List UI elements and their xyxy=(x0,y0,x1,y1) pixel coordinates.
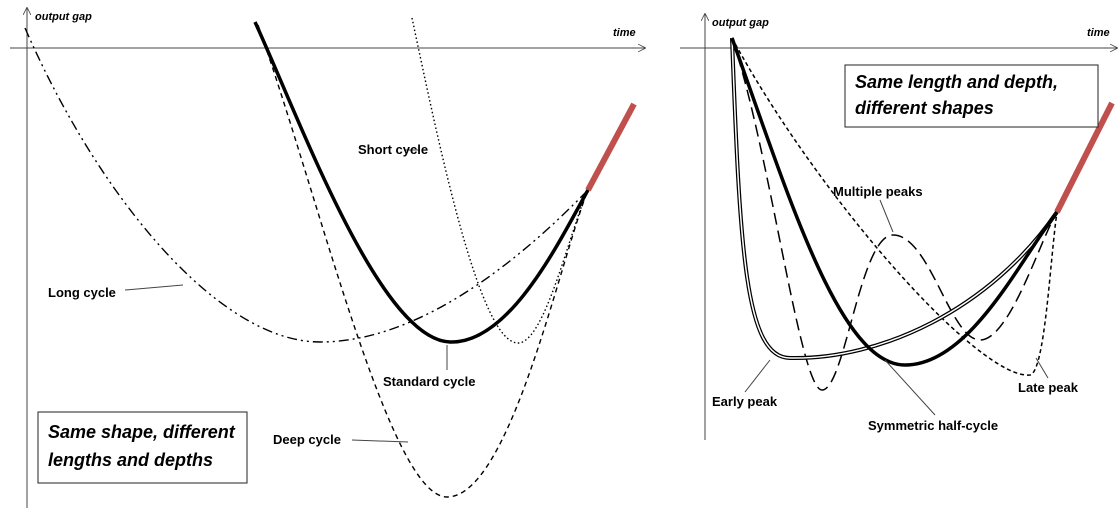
curve-label: Deep cycle xyxy=(273,432,341,447)
leader xyxy=(1035,357,1049,379)
leader xyxy=(351,439,409,443)
note-line: different shapes xyxy=(855,98,994,118)
curve-label: Symmetric half-cycle xyxy=(868,418,998,433)
multiple-peaks xyxy=(731,37,1058,391)
curve-label: Late peak xyxy=(1018,380,1079,395)
short-cycle xyxy=(411,17,589,344)
symmetric-half-cycle xyxy=(730,37,1059,367)
early-peak-inner xyxy=(731,37,1058,359)
leader xyxy=(124,284,184,291)
deep-cycle xyxy=(257,24,589,498)
long-cycle xyxy=(24,27,589,343)
extension xyxy=(1054,101,1115,214)
leader xyxy=(879,199,894,233)
standard-cycle xyxy=(253,21,590,344)
late-peak xyxy=(731,37,1058,376)
panel-right: output gap time Multiple peaks Early pea… xyxy=(680,14,1117,440)
note-line: Same length and depth, xyxy=(855,72,1058,92)
panel-left: output gap time Short cycle Long cycle S… xyxy=(10,8,645,508)
note-box xyxy=(37,411,248,484)
leader xyxy=(744,359,771,393)
curve-label: Short cycle xyxy=(358,142,428,157)
note-line: lengths and depths xyxy=(48,450,213,470)
note-box xyxy=(844,64,1099,128)
x-axis-label: time xyxy=(613,27,636,39)
leader xyxy=(884,359,936,416)
curve-label: Early peak xyxy=(712,394,778,409)
y-axis-label: output gap xyxy=(35,11,92,23)
curve-label: Long cycle xyxy=(48,285,116,300)
extension xyxy=(585,102,637,192)
curve-label: Multiple peaks xyxy=(833,184,923,199)
y-axis-label: output gap xyxy=(712,17,769,29)
note-line: Same shape, different xyxy=(48,422,236,442)
x-axis-label: time xyxy=(1087,27,1110,39)
curve-label: Standard cycle xyxy=(383,374,476,389)
